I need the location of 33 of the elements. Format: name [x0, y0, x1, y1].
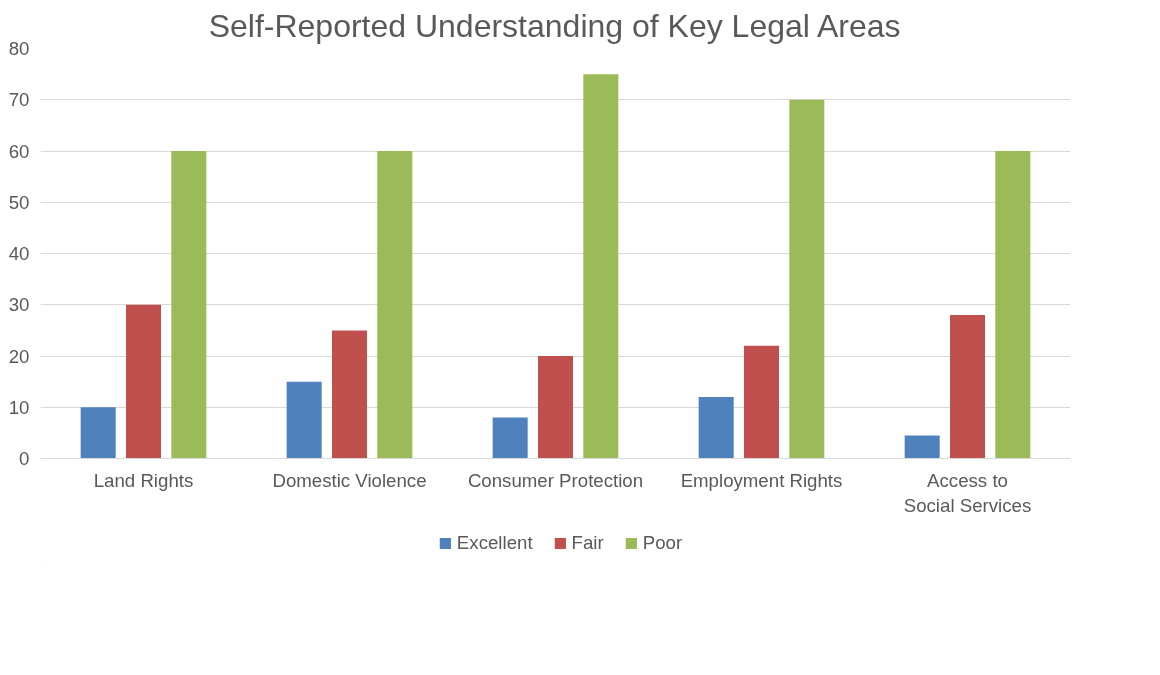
- y-tick-label: 70: [8, 89, 30, 111]
- y-tick-label: 60: [8, 140, 30, 162]
- bar: [949, 315, 986, 459]
- bar: [331, 330, 368, 459]
- chart-title: Self-Reported Understanding of Key Legal Areas: [208, 7, 901, 44]
- bar: [492, 417, 528, 459]
- y-tick-label: 80: [8, 38, 30, 59]
- x-tick-label: Access to Social Services: [903, 469, 1032, 516]
- y-tick-label: 20: [8, 345, 30, 367]
- bar: [377, 151, 413, 459]
- x-tick-label: Domestic Violence: [272, 469, 427, 491]
- bar: [286, 381, 322, 459]
- bar: [743, 345, 780, 459]
- legend-label: Excellent: [456, 532, 533, 554]
- bar: [904, 435, 940, 459]
- x-tick-label: Land Rights: [93, 469, 194, 491]
- bar: [698, 397, 734, 459]
- y-tick-label: 0: [19, 448, 30, 469]
- y-tick-label: 50: [8, 191, 30, 213]
- y-tick-label: 30: [8, 294, 30, 316]
- legend-label: Fair: [571, 532, 604, 554]
- legend-label: Poor: [642, 532, 683, 554]
- x-tick-label: Employment Rights: [680, 469, 843, 491]
- bar: [125, 304, 162, 459]
- bar: [537, 356, 574, 459]
- bar: [583, 74, 619, 459]
- y-tick-label: 10: [8, 396, 30, 418]
- bar: [171, 151, 207, 459]
- y-tick-label: 40: [8, 243, 30, 264]
- bar: [80, 407, 116, 459]
- bar: [789, 99, 825, 459]
- x-tick-label: Consumer Protection: [467, 469, 644, 491]
- bar: [995, 151, 1031, 459]
